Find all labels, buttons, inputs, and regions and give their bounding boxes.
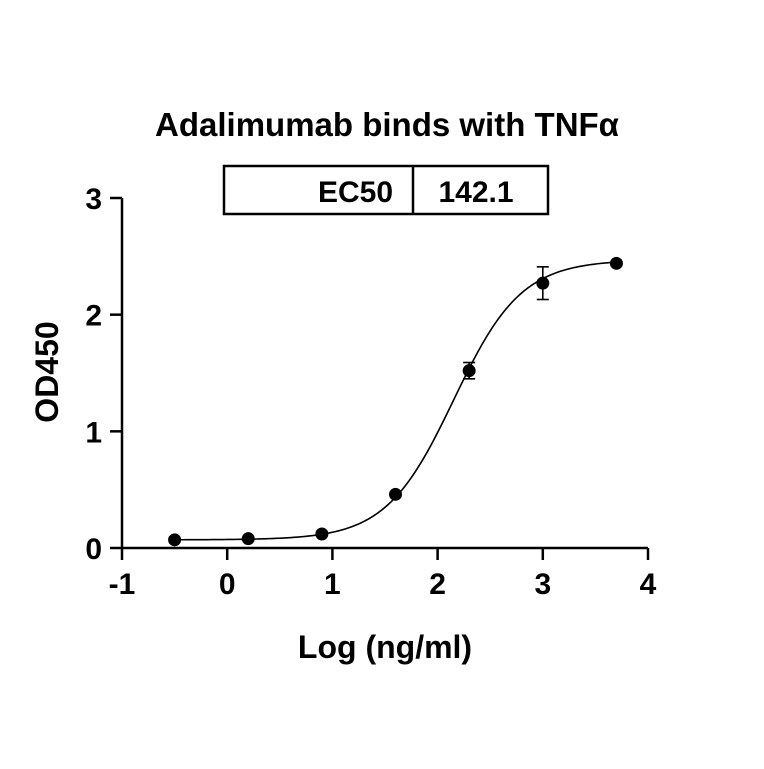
data-point — [315, 527, 329, 541]
x-tick-label: 1 — [324, 568, 341, 601]
data-point — [609, 256, 623, 270]
x-tick-label: 3 — [534, 568, 551, 601]
y-tick-label: 0 — [85, 533, 102, 566]
y-axis: 0 1 2 3 — [85, 183, 124, 566]
x-tick-label: 0 — [219, 568, 236, 601]
data-points — [168, 256, 623, 547]
data-point — [462, 364, 476, 378]
y-tick-label: 2 — [85, 300, 102, 333]
x-axis: -1 0 1 2 3 4 — [109, 546, 657, 601]
data-point — [536, 276, 550, 290]
error-bars — [463, 266, 549, 380]
x-tick-label: 2 — [429, 568, 446, 601]
ec50-box: EC50 142.1 — [222, 164, 550, 216]
y-axis-ticks: 0 1 2 3 — [85, 183, 122, 566]
y-axis-label: OD450 — [29, 321, 65, 422]
data-point — [241, 532, 255, 546]
ec50-label: EC50 — [318, 176, 393, 209]
y-tick-label: 3 — [85, 183, 102, 216]
chart-title: Adalimumab binds with TNFα — [155, 106, 619, 143]
data-point — [168, 533, 182, 547]
ec50-box-frame — [222, 164, 550, 216]
x-tick-label: 4 — [640, 568, 657, 601]
ec50-value: 142.1 — [438, 176, 513, 209]
data-point — [389, 487, 403, 501]
y-tick-label: 1 — [85, 416, 102, 449]
x-axis-label: Log (ng/ml) — [298, 629, 472, 665]
x-tick-label: -1 — [109, 568, 136, 601]
x-axis-ticks: -1 0 1 2 3 4 — [109, 548, 657, 601]
